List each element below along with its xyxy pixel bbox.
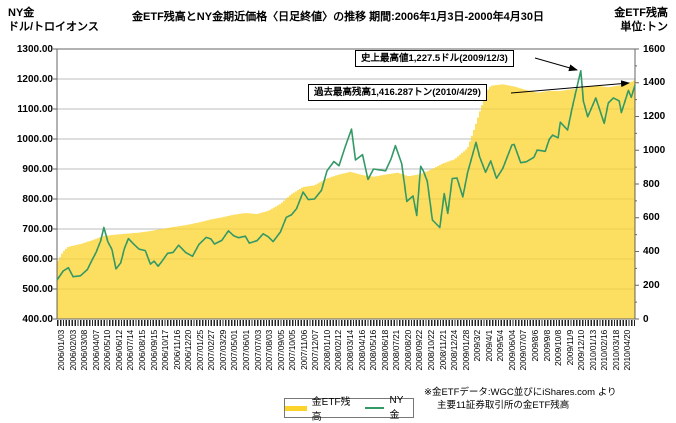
x-axis-tick-label: 2006/04/07 (90, 330, 101, 371)
x-axis-tick-label: 2008/04/16 (356, 330, 367, 371)
x-axis-tick-label: 2009/11/9 (564, 330, 575, 366)
footnote-line2: 主要11証券取引所の金ETF残高 (437, 400, 570, 411)
x-axis-tick-label: 2006/06/12 (113, 330, 124, 371)
x-axis-tick-label: 2006/10/17 (160, 330, 171, 371)
x-axis-tick-label: 2008/09/22 (414, 330, 425, 371)
x-axis-tick-label: 2006/09/15 (148, 330, 159, 371)
x-axis-tick-label: 2006/01/03 (56, 330, 67, 371)
x-axis-tick-label: 2006/03/08 (79, 330, 90, 371)
right-axis-title: 金ETF残高 単位:トン (614, 6, 668, 34)
left-axis-tick-label: 1100.00 (17, 103, 53, 115)
x-axis-tick-label: 2008/10/22 (425, 330, 436, 371)
x-axis-tick-label: 2007/10/05 (287, 330, 298, 371)
x-axis-tick-label: 2007/02/27 (206, 330, 217, 371)
right-axis-tick-label: 1000 (643, 144, 666, 156)
annotation-balance-high: 過去最高残高1,416.287トン(2010/4/29) (308, 84, 487, 101)
left-axis-tick-label: 700.00 (22, 223, 53, 235)
x-axis-tick-label: 2007/11/06 (298, 330, 309, 370)
right-axis-tick-label: 1600 (643, 43, 666, 55)
x-axis-tick-label: 2007/08/03 (264, 330, 275, 371)
plot-frame (53, 48, 639, 320)
left-axis-tick-label: 400.00 (22, 313, 53, 325)
legend-etf-label: 金ETF残高 (311, 397, 351, 423)
legend-etf-swatch-icon (285, 405, 307, 411)
left-axis-tick-label: 900.00 (22, 163, 53, 175)
legend: 金ETF残高 NY金 (284, 395, 414, 423)
x-axis-tick-label: 2006/05/10 (102, 330, 113, 371)
right-axis-tick-label: 600 (643, 212, 660, 224)
x-axis-tick-label: 2009/12/10 (576, 330, 587, 371)
x-axis-tick-label: 2007/12/07 (310, 330, 321, 371)
chart-title: 金ETF残高とNY金期近価格〈日足終値〉の推移 期間:2006年1月3日-200… (132, 11, 544, 23)
right-axis-tick-label: 400 (643, 246, 660, 257)
right-axis-title-line2: 単位:トン (620, 21, 668, 33)
x-axis-tick-label: 2007/05/01 (229, 330, 240, 371)
left-axis-title: NY金 ドル/トロイオンス (8, 6, 99, 34)
x-axis-tick-label: 2009/3/2 (472, 330, 483, 362)
x-axis-tick-label: 2009/07/07 (518, 330, 529, 371)
legend-gold-label: NY金 (389, 395, 404, 421)
x-axis-tick-label: 2010/02/16 (599, 330, 610, 371)
x-axis-tick-label: 2008/03/14 (345, 330, 356, 371)
left-axis-tick-label: 800.00 (22, 193, 53, 205)
right-axis-tick-label: 1200 (643, 111, 666, 122)
right-axis-tick-label: 0 (643, 313, 649, 325)
right-axis-tick-label: 200 (643, 279, 660, 291)
x-axis-tick-label: 2008/01/10 (321, 330, 332, 371)
gold-line-series (56, 70, 636, 281)
annotation-arrows (510, 57, 630, 94)
x-axis-tick-label: 2008/07/21 (391, 330, 402, 371)
left-axis-title-line1: NY金 (8, 7, 35, 19)
x-axis-tick-label: 2008/08/20 (402, 330, 413, 371)
left-axis-title-line2: ドル/トロイオンス (8, 21, 99, 33)
left-axis-tick-label: 1300.00 (16, 43, 53, 55)
x-axis-tick-label: 2009/01/28 (460, 330, 471, 371)
left-axis-tick-label: 1200.00 (16, 73, 53, 85)
x-axis-tick-label: 2006/02/03 (67, 330, 78, 371)
x-axis-tick-label: 2006/12/20 (183, 330, 194, 371)
x-axis-tick-label: 2007/03/29 (217, 330, 228, 371)
x-axis-tick-label: 2006/08/15 (136, 330, 147, 371)
annotation-price-high: 史上最高値1,227.5ドル(2009/12/3) (355, 50, 514, 67)
x-axis-tick-label: 2009/8/6 (530, 330, 540, 362)
x-axis-tick-label: 2010/03/18 (610, 330, 621, 371)
legend-gold-swatch-icon (364, 407, 385, 409)
x-axis-tick-label: 2008/11/21 (437, 330, 448, 370)
x-axis-tick-label: 2008/06/18 (379, 330, 390, 371)
footnote: ※金ETFデータ:WGC並びにiShares.com より 主要11証券取引所の… (424, 386, 617, 412)
x-axis-tick-label: 2006/07/14 (125, 330, 136, 371)
x-axis-tick-label: 2009/06/04 (506, 330, 517, 371)
x-axis-tick-band (57, 320, 635, 326)
x-axis-tick-label: 2007/09/05 (275, 330, 286, 371)
right-axis-title-line1: 金ETF残高 (614, 7, 668, 19)
left-axis-tick-label: 1000.00 (16, 133, 53, 145)
x-axis-tick-label: 2010/04/20 (622, 330, 633, 371)
x-axis-tick-label: 2007/01/25 (194, 330, 205, 371)
footnote-line1: ※金ETFデータ:WGC並びにiShares.com より (424, 387, 617, 398)
x-axis-tick-label: 2008/05/16 (368, 330, 379, 371)
x-axis-tick-label: 2009/5/4 (495, 330, 506, 362)
x-axis-tick-label: 2009/10/8 (553, 330, 564, 367)
x-axis-tick-label: 2006/11/16 (171, 330, 182, 370)
left-axis-tick-label: 500.00 (22, 283, 53, 295)
x-axis-tick-label: 2009/9/8 (541, 330, 552, 362)
x-axis-tick-label: 2007/07/03 (252, 330, 263, 371)
etf-area-series (57, 80, 635, 320)
x-axis-tick-label: 2007/06/01 (241, 330, 251, 371)
x-axis-tick-label: 2008/02/12 (333, 330, 344, 371)
x-axis-tick-label: 2009/4/1 (483, 330, 494, 362)
right-axis-tick-label: 1400 (643, 77, 666, 89)
x-axis-tick-label: 2008/12/24 (449, 330, 460, 371)
left-axis-tick-label: 600.00 (22, 253, 53, 265)
right-axis-tick-label: 800 (643, 178, 660, 190)
x-axis-tick-label: 2010/01/13 (587, 330, 598, 371)
